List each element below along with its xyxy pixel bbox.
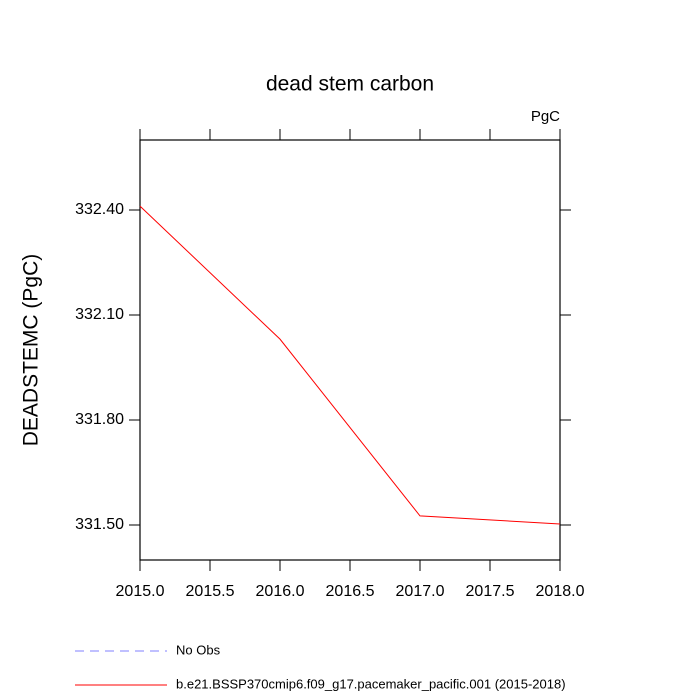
y-tick-label: 332.10 [75,306,124,323]
x-tick-label: 2016.0 [256,583,305,600]
x-tick-label: 2018.0 [536,583,585,600]
series-line [139,205,561,525]
chart-title: dead stem carbon [266,73,434,96]
plot-frame [139,139,561,561]
units-label: PgC [531,108,560,125]
y-tick-label: 332.40 [75,201,124,218]
legend-label: b.e21.BSSP370cmip6.f09_g17.pacemaker_pac… [176,676,566,691]
x-tick-label: 2016.5 [326,583,375,600]
legend-label: No Obs [176,642,221,657]
y-tick-label: 331.50 [75,516,124,533]
x-tick-label: 2015.5 [186,583,235,600]
x-tick-label: 2017.0 [396,583,445,600]
x-tick-label: 2015.0 [116,583,165,600]
x-tick-label: 2017.5 [466,583,515,600]
y-tick-label: 331.80 [75,411,124,428]
y-axis-label: DEADSTEMC (PgC) [20,254,43,447]
